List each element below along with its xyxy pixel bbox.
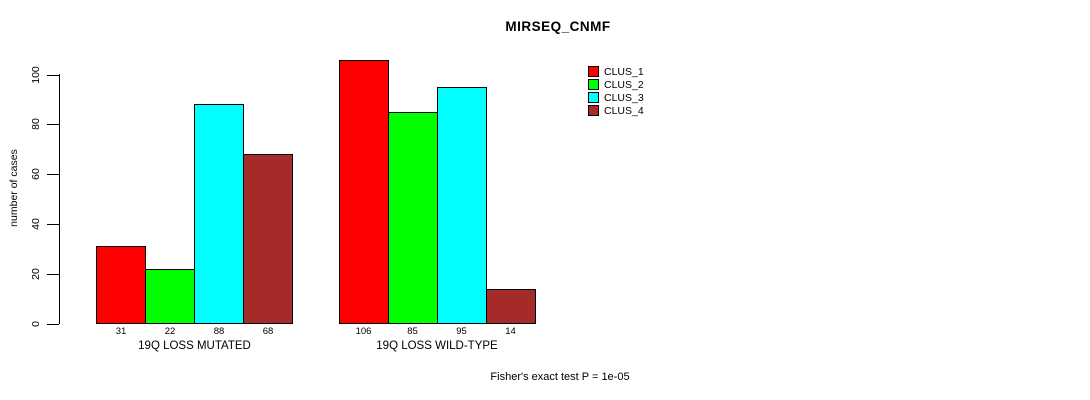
bar-clus_2 bbox=[387, 111, 438, 325]
legend-item: CLUS_4 bbox=[588, 104, 644, 117]
legend-item-label: CLUS_3 bbox=[604, 91, 644, 104]
y-axis-tick-label: 60 bbox=[30, 168, 42, 180]
y-axis-tick bbox=[47, 273, 59, 275]
y-axis-tick bbox=[47, 323, 59, 325]
bar-value-label: 31 bbox=[115, 326, 127, 337]
legend: CLUS_1 CLUS_2 CLUS_3 CLUS_4 bbox=[588, 65, 644, 117]
bar-clus_1 bbox=[338, 59, 389, 325]
fisher-test-annotation: Fisher's exact test P = 1e-05 bbox=[490, 371, 630, 383]
legend-item: CLUS_2 bbox=[588, 78, 644, 91]
legend-color-swatch bbox=[588, 92, 599, 103]
legend-color-swatch bbox=[588, 79, 599, 90]
y-axis-tick-label: 0 bbox=[30, 320, 42, 327]
x-group-label: 19Q LOSS WILD-TYPE bbox=[376, 340, 498, 352]
bar-value-label: 68 bbox=[262, 326, 274, 337]
bar-clus_3 bbox=[436, 86, 487, 325]
bar-clus_3 bbox=[194, 104, 244, 325]
bar-value-label: 14 bbox=[505, 326, 516, 337]
bar-clus_4 bbox=[243, 154, 293, 325]
y-axis-tick bbox=[47, 74, 59, 76]
chart-title: MIRSEQ_CNMF bbox=[505, 19, 611, 34]
legend-item: CLUS_3 bbox=[588, 91, 644, 104]
y-axis-tick bbox=[47, 223, 59, 225]
bar-value-label: 106 bbox=[355, 326, 372, 337]
bar-value-label: 95 bbox=[456, 326, 467, 337]
bar-value-label: 88 bbox=[213, 326, 225, 337]
bar-clus_2 bbox=[145, 268, 195, 325]
legend-color-swatch bbox=[588, 105, 599, 116]
legend-item-label: CLUS_1 bbox=[604, 65, 644, 78]
y-axis-tick-label: 20 bbox=[30, 267, 42, 280]
x-group-label: 19Q LOSS MUTATED bbox=[138, 340, 251, 352]
y-axis-tick-label: 80 bbox=[30, 118, 42, 131]
bar-clus_4 bbox=[485, 288, 536, 325]
bar-value-label: 85 bbox=[407, 326, 418, 337]
bar-clus_1 bbox=[96, 246, 146, 325]
y-axis-tick bbox=[47, 124, 59, 126]
y-axis-tick-label: 40 bbox=[30, 218, 42, 230]
y-axis bbox=[59, 74, 60, 324]
y-axis-tick-label: 100 bbox=[30, 65, 42, 84]
bar-value-label: 22 bbox=[164, 326, 176, 337]
legend-item-label: CLUS_4 bbox=[604, 104, 644, 117]
legend-item: CLUS_1 bbox=[588, 65, 644, 78]
legend-item-label: CLUS_2 bbox=[604, 78, 644, 91]
y-axis-tick bbox=[47, 174, 59, 176]
legend-color-swatch bbox=[588, 66, 599, 77]
